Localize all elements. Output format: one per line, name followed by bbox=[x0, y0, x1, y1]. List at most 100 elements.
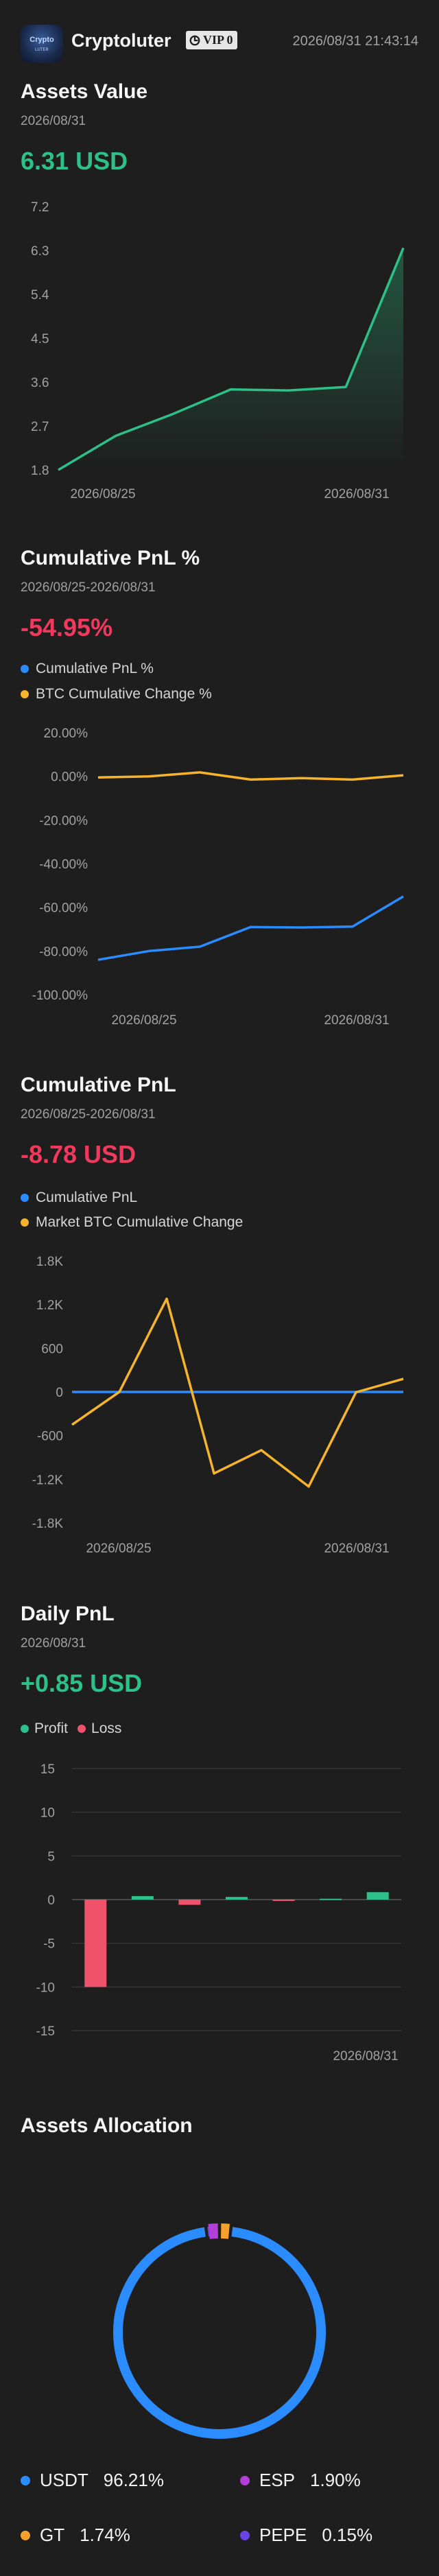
legend-label: Market BTC Cumulative Change bbox=[36, 1214, 244, 1230]
area-line-series bbox=[58, 247, 405, 471]
cum-pnl-pct-chart: 20.00% 0.00% -20.00% -40.00% -60.00% -80.00% -… bbox=[32, 726, 404, 1028]
y-tick-label: 7.2 bbox=[31, 200, 49, 215]
allocation-pct: 1.74% bbox=[80, 2525, 130, 2545]
x-tick-label: 2026/08/31 bbox=[333, 2049, 398, 2064]
legend-dot bbox=[21, 665, 29, 673]
y-tick-label: -10 bbox=[36, 1981, 55, 1995]
y-tick-label: 5.4 bbox=[31, 288, 49, 303]
allocation-title: Assets Allocation bbox=[21, 2114, 193, 2137]
allocation-donut-chart bbox=[113, 2223, 327, 2439]
legend-item-cum-pnl: Cumulative PnL bbox=[21, 1190, 137, 1206]
donut-slice bbox=[113, 2227, 327, 2439]
bar bbox=[320, 1898, 342, 1900]
series-line bbox=[71, 1297, 404, 1488]
legend-item-btc-change-pct: BTC Cumulative Change % bbox=[21, 686, 212, 702]
legend-item-cum-pnl-pct: Cumulative PnL % bbox=[21, 661, 154, 677]
y-tick-label: 0 bbox=[47, 1893, 55, 1908]
allocation-dot bbox=[240, 2475, 250, 2485]
allocation-item-gt: GT 1.74% bbox=[21, 2525, 130, 2546]
cum-pnl-value: -8.78 USD bbox=[21, 1140, 137, 1168]
y-tick-label: -100.00% bbox=[32, 989, 88, 1003]
legend-label-loss: Loss bbox=[91, 1721, 122, 1736]
x-tick-label: 2026/08/25 bbox=[111, 1013, 176, 1028]
allocation-item-usdt: USDT 96.21% bbox=[21, 2470, 164, 2491]
assets-value-amount: 6.31 USD bbox=[21, 147, 128, 175]
bar bbox=[366, 1892, 389, 1900]
allocation-dot bbox=[21, 2475, 30, 2485]
legend-dot bbox=[21, 1218, 29, 1227]
y-tick-label: 6.3 bbox=[31, 244, 49, 259]
allocation-dot bbox=[21, 2530, 30, 2540]
y-tick-label: -5 bbox=[43, 1937, 55, 1952]
y-tick-label: 5 bbox=[47, 1850, 55, 1864]
bar bbox=[84, 1900, 107, 1987]
donut-slice bbox=[208, 2223, 219, 2239]
assets-value-date: 2026/08/31 bbox=[21, 114, 86, 128]
x-tick-label: 2026/08/25 bbox=[86, 1541, 151, 1556]
assets-value-chart: 7.2 6.3 5.4 4.5 3.6 2.7 1.8 2026/08/25 2026/08/3… bbox=[31, 200, 405, 501]
y-tick-label: 15 bbox=[40, 1762, 55, 1777]
cum-pnl-chart: 1.8K 1.2K 600 0 -600 -1.2K -1.8K 2026/08/25 2026… bbox=[32, 1255, 404, 1556]
bar bbox=[272, 1900, 295, 1901]
bar bbox=[131, 1895, 154, 1900]
y-tick-label: 1.2K bbox=[36, 1299, 63, 1313]
header: Crypto LUTER Cryptoluter VIP 0 2026/08/3… bbox=[0, 0, 439, 82]
cum-pnl-pct-title: Cumulative PnL % bbox=[21, 547, 200, 569]
legend-dot-profit bbox=[21, 1725, 29, 1733]
daily-pnl-date: 2026/08/31 bbox=[21, 1636, 86, 1651]
assets-value-title: Assets Value bbox=[21, 80, 148, 103]
daily-pnl-value: +0.85 USD bbox=[21, 1669, 143, 1697]
y-tick-label: 1.8 bbox=[31, 464, 49, 478]
y-tick-label: 0.00% bbox=[51, 770, 88, 785]
donut-slice bbox=[220, 2223, 230, 2239]
bar bbox=[226, 1897, 248, 1900]
report-datetime: 2026/08/31 21:43:14 bbox=[292, 34, 418, 49]
y-tick-label: 10 bbox=[40, 1806, 55, 1821]
y-tick-label: -40.00% bbox=[39, 858, 88, 872]
y-tick-label: 600 bbox=[41, 1342, 63, 1356]
y-tick-label: -20.00% bbox=[39, 814, 88, 828]
legend-label-profit: Profit bbox=[34, 1721, 69, 1736]
y-tick-label: 0 bbox=[56, 1386, 63, 1400]
y-tick-label: -1.2K bbox=[32, 1473, 64, 1487]
daily-pnl-title: Daily PnL bbox=[21, 1603, 115, 1625]
legend-label: Cumulative PnL % bbox=[36, 661, 154, 676]
y-tick-label: 3.6 bbox=[31, 376, 49, 390]
legend-item-market-btc: Market BTC Cumulative Change bbox=[21, 1214, 243, 1231]
legend-dot-loss bbox=[78, 1725, 86, 1733]
legend-dot bbox=[21, 690, 29, 698]
legend-label: BTC Cumulative Change % bbox=[36, 686, 212, 702]
y-tick-label: -15 bbox=[36, 2024, 55, 2039]
brand-name: Cryptoluter bbox=[71, 30, 171, 51]
cum-pnl-date-range: 2026/08/25-2026/08/31 bbox=[21, 1107, 156, 1122]
x-tick-label: 2026/08/31 bbox=[324, 487, 389, 501]
series-line bbox=[97, 895, 404, 961]
area-fill bbox=[58, 248, 403, 470]
y-tick-label: 1.8K bbox=[36, 1255, 63, 1269]
legend-dot bbox=[21, 1194, 29, 1202]
y-tick-label: 4.5 bbox=[31, 332, 49, 346]
allocation-item-pepe: PEPE 0.15% bbox=[240, 2525, 372, 2546]
vip-shield-icon bbox=[189, 35, 200, 45]
y-tick-label: 20.00% bbox=[44, 726, 88, 741]
allocation-name: GT bbox=[40, 2525, 65, 2545]
allocation-name: USDT bbox=[40, 2470, 88, 2490]
allocation-pct: 0.15% bbox=[322, 2525, 373, 2545]
allocation-item-esp: ESP 1.90% bbox=[240, 2470, 361, 2491]
x-tick-label: 2026/08/31 bbox=[324, 1013, 389, 1028]
series-line bbox=[97, 771, 404, 781]
y-tick-label: 2.7 bbox=[31, 420, 49, 434]
cum-pnl-pct-value: -54.95% bbox=[21, 613, 113, 641]
daily-pnl-legend: Profit Loss bbox=[21, 1721, 121, 1737]
bar bbox=[178, 1900, 201, 1905]
legend-label: Cumulative PnL bbox=[36, 1190, 138, 1205]
x-tick-label: 2026/08/31 bbox=[324, 1541, 389, 1556]
y-tick-label: -80.00% bbox=[39, 945, 88, 959]
y-tick-label: -60.00% bbox=[39, 901, 88, 916]
y-tick-label: -600 bbox=[37, 1430, 63, 1444]
cum-pnl-title: Cumulative PnL bbox=[21, 1074, 176, 1096]
vip-badge: VIP 0 bbox=[186, 31, 237, 49]
daily-pnl-chart: 15 10 5 0 -5 -10 -15 2026/08/31 bbox=[36, 1762, 401, 2064]
cum-pnl-pct-date-range: 2026/08/25-2026/08/31 bbox=[21, 580, 156, 595]
